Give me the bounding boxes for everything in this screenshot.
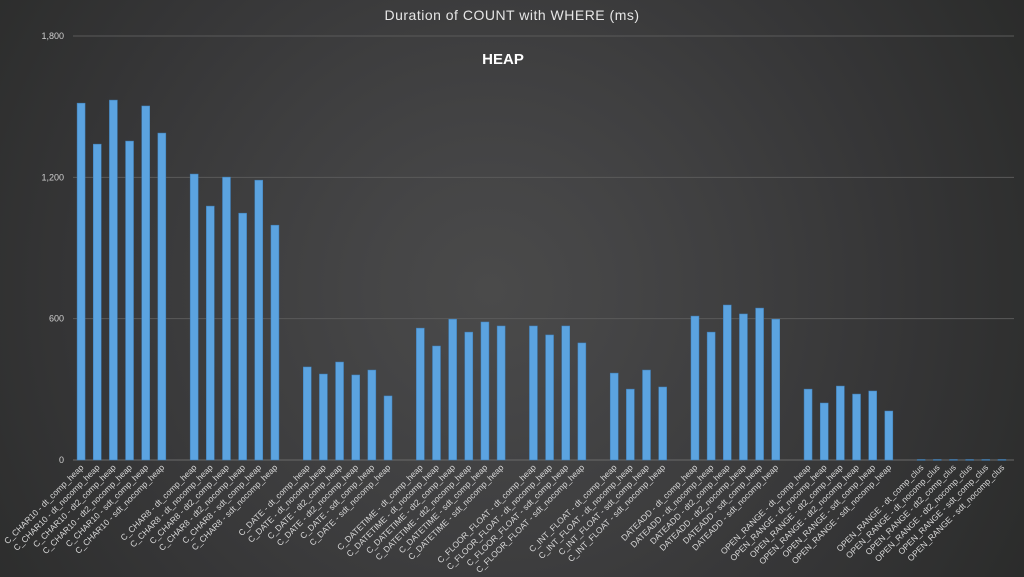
bar bbox=[933, 459, 942, 461]
bar bbox=[383, 395, 393, 461]
chart-title: Duration of COUNT with WHERE (ms) bbox=[384, 7, 639, 23]
bar bbox=[92, 143, 102, 461]
bar bbox=[416, 327, 425, 461]
bar bbox=[803, 388, 813, 461]
bar bbox=[642, 369, 651, 461]
bar bbox=[658, 386, 667, 461]
bar bbox=[577, 342, 587, 461]
bar bbox=[739, 313, 748, 461]
bar bbox=[206, 205, 215, 461]
bar bbox=[690, 315, 700, 461]
bar bbox=[464, 331, 474, 461]
bar bbox=[109, 99, 118, 461]
bar bbox=[141, 105, 150, 461]
bar bbox=[771, 318, 780, 461]
bar bbox=[561, 325, 570, 461]
bar bbox=[609, 372, 619, 461]
chart-subtitle: HEAP bbox=[482, 51, 524, 68]
bar bbox=[222, 176, 231, 461]
y-tick-label: 600 bbox=[49, 314, 64, 324]
bar bbox=[626, 388, 635, 461]
bar bbox=[254, 179, 264, 461]
bar bbox=[319, 373, 328, 461]
bar bbox=[351, 374, 360, 461]
bar bbox=[270, 224, 280, 461]
bar bbox=[868, 390, 877, 461]
bar bbox=[545, 334, 554, 461]
bar bbox=[706, 331, 716, 461]
bar bbox=[125, 140, 134, 461]
bar bbox=[916, 459, 926, 461]
bar bbox=[189, 173, 199, 461]
bar bbox=[496, 325, 506, 461]
bar bbox=[965, 459, 974, 461]
bar bbox=[76, 102, 86, 461]
bar bbox=[755, 307, 764, 461]
bar bbox=[448, 318, 457, 461]
bar bbox=[723, 304, 732, 461]
bar bbox=[949, 459, 958, 461]
bar bbox=[819, 402, 829, 461]
y-tick-label: 0 bbox=[59, 455, 64, 465]
y-tick-label: 1,200 bbox=[41, 172, 64, 182]
bar bbox=[836, 385, 845, 461]
bar bbox=[529, 325, 538, 461]
bar bbox=[997, 459, 1007, 461]
bar bbox=[981, 459, 991, 461]
bar bbox=[852, 393, 861, 461]
bar bbox=[238, 212, 247, 461]
bar bbox=[367, 369, 377, 461]
bar bbox=[157, 132, 167, 461]
bar bbox=[884, 410, 894, 461]
bar bbox=[303, 366, 312, 461]
bar bbox=[432, 345, 441, 461]
bar bbox=[335, 361, 344, 461]
bar bbox=[480, 321, 490, 461]
y-tick-label: 1,800 bbox=[41, 31, 64, 41]
